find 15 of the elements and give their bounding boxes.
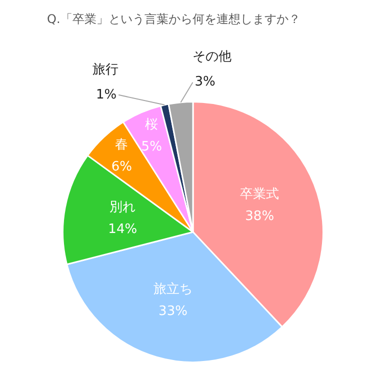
data-label: 6% bbox=[111, 159, 132, 174]
data-label: 14% bbox=[108, 222, 138, 237]
slice-label: 旅行 bbox=[92, 62, 119, 78]
chart-title: Q.「卒業」という言葉から何を連想しますか？ bbox=[47, 12, 300, 26]
data-label: 38% bbox=[245, 209, 274, 224]
slice-label: 春 bbox=[115, 137, 128, 152]
slice-label: 桜 bbox=[145, 118, 158, 133]
data-label: 5% bbox=[141, 140, 162, 155]
data-label: 3% bbox=[194, 74, 216, 90]
data-label: 33% bbox=[158, 304, 188, 320]
slice-label: 卒業式 bbox=[240, 187, 280, 202]
slice-label: その他 bbox=[192, 50, 232, 65]
data-label: 1% bbox=[96, 87, 117, 102]
slice-label: 別れ bbox=[110, 200, 136, 215]
slice-label: 旅立ち bbox=[154, 281, 193, 298]
